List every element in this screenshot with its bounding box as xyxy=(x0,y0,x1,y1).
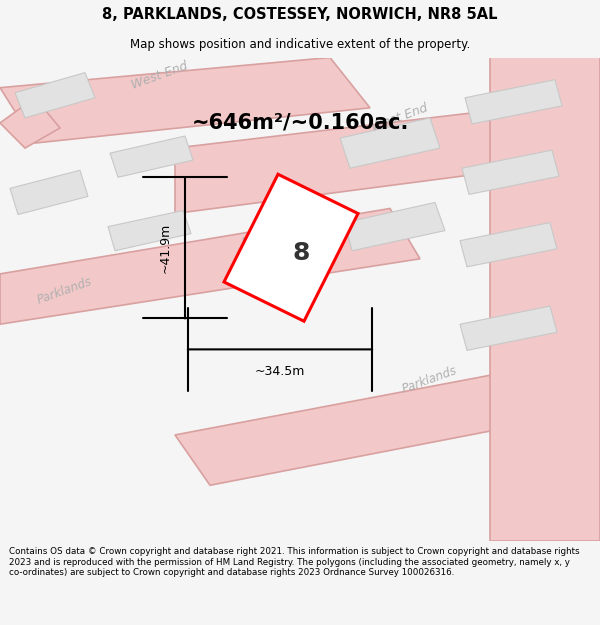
Polygon shape xyxy=(15,72,95,118)
Polygon shape xyxy=(224,174,358,321)
Text: Parklands: Parklands xyxy=(36,275,94,307)
Polygon shape xyxy=(0,209,420,324)
Polygon shape xyxy=(490,58,600,541)
Text: 8: 8 xyxy=(292,241,310,265)
Polygon shape xyxy=(340,118,440,168)
Polygon shape xyxy=(10,170,88,214)
Polygon shape xyxy=(0,58,370,143)
Polygon shape xyxy=(175,354,600,485)
Text: ~646m²/~0.160ac.: ~646m²/~0.160ac. xyxy=(191,113,409,133)
Polygon shape xyxy=(460,222,557,267)
Polygon shape xyxy=(460,306,557,351)
Text: Parklands: Parklands xyxy=(241,217,299,249)
Text: Contains OS data © Crown copyright and database right 2021. This information is : Contains OS data © Crown copyright and d… xyxy=(9,548,580,577)
Text: West End: West End xyxy=(130,59,190,92)
Polygon shape xyxy=(345,202,445,251)
Polygon shape xyxy=(108,211,191,251)
Polygon shape xyxy=(175,98,600,214)
Polygon shape xyxy=(465,79,562,124)
Polygon shape xyxy=(462,150,559,194)
Text: Parklands: Parklands xyxy=(401,364,459,396)
Text: ~34.5m: ~34.5m xyxy=(255,365,305,378)
Text: 8, PARKLANDS, COSTESSEY, NORWICH, NR8 5AL: 8, PARKLANDS, COSTESSEY, NORWICH, NR8 5A… xyxy=(102,7,498,22)
Text: ~41.9m: ~41.9m xyxy=(158,222,172,273)
Polygon shape xyxy=(110,136,193,178)
Text: Map shows position and indicative extent of the property.: Map shows position and indicative extent… xyxy=(130,38,470,51)
Polygon shape xyxy=(0,98,60,148)
Text: West End: West End xyxy=(370,102,430,134)
